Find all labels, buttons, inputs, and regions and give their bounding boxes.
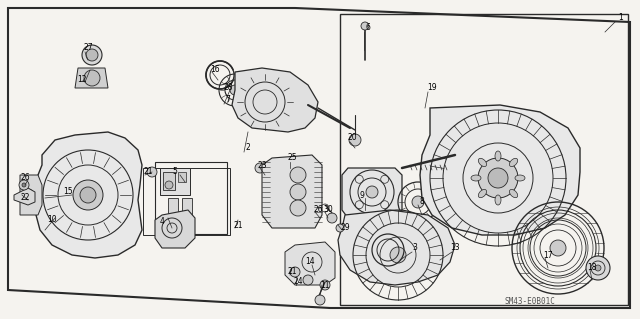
Ellipse shape (509, 189, 518, 198)
Text: 15: 15 (63, 188, 73, 197)
Text: 9: 9 (360, 190, 364, 199)
Circle shape (290, 184, 306, 200)
Ellipse shape (478, 158, 486, 167)
Circle shape (315, 295, 325, 305)
Circle shape (22, 183, 26, 187)
Circle shape (595, 265, 601, 271)
Text: 5: 5 (173, 167, 177, 176)
Text: 22: 22 (20, 194, 29, 203)
Circle shape (327, 213, 337, 223)
Polygon shape (155, 210, 195, 248)
Circle shape (412, 196, 424, 208)
Circle shape (19, 180, 29, 190)
Polygon shape (338, 210, 455, 285)
Circle shape (230, 85, 240, 95)
Circle shape (290, 267, 300, 277)
Polygon shape (35, 132, 142, 258)
Ellipse shape (478, 189, 486, 198)
Bar (178, 172, 186, 182)
Text: SM43-E0B01C: SM43-E0B01C (504, 298, 556, 307)
Text: 28: 28 (223, 84, 233, 93)
Text: 23: 23 (257, 160, 267, 169)
Circle shape (361, 22, 369, 30)
Text: 18: 18 (588, 263, 596, 272)
Text: 30: 30 (323, 205, 333, 214)
Ellipse shape (515, 175, 525, 181)
Text: 6: 6 (365, 24, 371, 33)
Circle shape (488, 168, 508, 188)
Text: 13: 13 (450, 243, 460, 253)
Text: 12: 12 (77, 76, 87, 85)
Text: 2: 2 (246, 144, 250, 152)
Text: 24: 24 (293, 278, 303, 286)
Circle shape (165, 181, 173, 189)
Circle shape (82, 45, 102, 65)
Bar (155, 162, 227, 234)
Circle shape (80, 187, 96, 203)
Polygon shape (232, 68, 318, 132)
Text: 16: 16 (210, 65, 220, 75)
Bar (168, 198, 178, 226)
Text: 21: 21 (287, 268, 297, 277)
Text: 26: 26 (313, 205, 323, 214)
Polygon shape (75, 68, 108, 88)
Bar (182, 198, 192, 226)
Ellipse shape (495, 195, 501, 205)
Text: 7: 7 (225, 95, 230, 105)
Polygon shape (20, 175, 42, 215)
Circle shape (84, 70, 100, 86)
Polygon shape (160, 168, 190, 195)
Text: 25: 25 (287, 153, 297, 162)
Ellipse shape (471, 175, 481, 181)
Circle shape (349, 134, 361, 146)
Circle shape (366, 186, 378, 198)
Text: 27: 27 (83, 43, 93, 53)
Circle shape (255, 163, 265, 173)
Circle shape (290, 167, 306, 183)
Text: 20: 20 (347, 133, 357, 143)
Text: 19: 19 (427, 84, 437, 93)
Bar (163, 172, 175, 190)
Text: 8: 8 (420, 197, 424, 206)
Circle shape (147, 167, 157, 177)
Polygon shape (420, 105, 580, 235)
Polygon shape (14, 188, 35, 205)
Text: 17: 17 (543, 250, 553, 259)
Text: 1: 1 (619, 13, 623, 23)
Circle shape (478, 158, 518, 198)
Ellipse shape (495, 151, 501, 161)
Text: 3: 3 (413, 243, 417, 253)
Circle shape (86, 49, 98, 61)
Circle shape (73, 180, 103, 210)
Circle shape (586, 256, 610, 280)
Text: 29: 29 (340, 224, 350, 233)
Polygon shape (342, 168, 402, 218)
Text: 21: 21 (233, 220, 243, 229)
Ellipse shape (509, 158, 518, 167)
Text: 14: 14 (305, 257, 315, 266)
Text: 26: 26 (20, 174, 30, 182)
Text: 11: 11 (320, 280, 330, 290)
Polygon shape (262, 155, 322, 228)
Circle shape (290, 200, 306, 216)
Circle shape (336, 224, 344, 232)
Circle shape (303, 275, 313, 285)
Circle shape (390, 247, 406, 263)
Text: 21: 21 (143, 167, 153, 176)
Text: 10: 10 (47, 216, 57, 225)
Circle shape (320, 280, 330, 290)
Text: 4: 4 (159, 218, 164, 226)
Circle shape (550, 240, 566, 256)
Polygon shape (285, 242, 335, 285)
